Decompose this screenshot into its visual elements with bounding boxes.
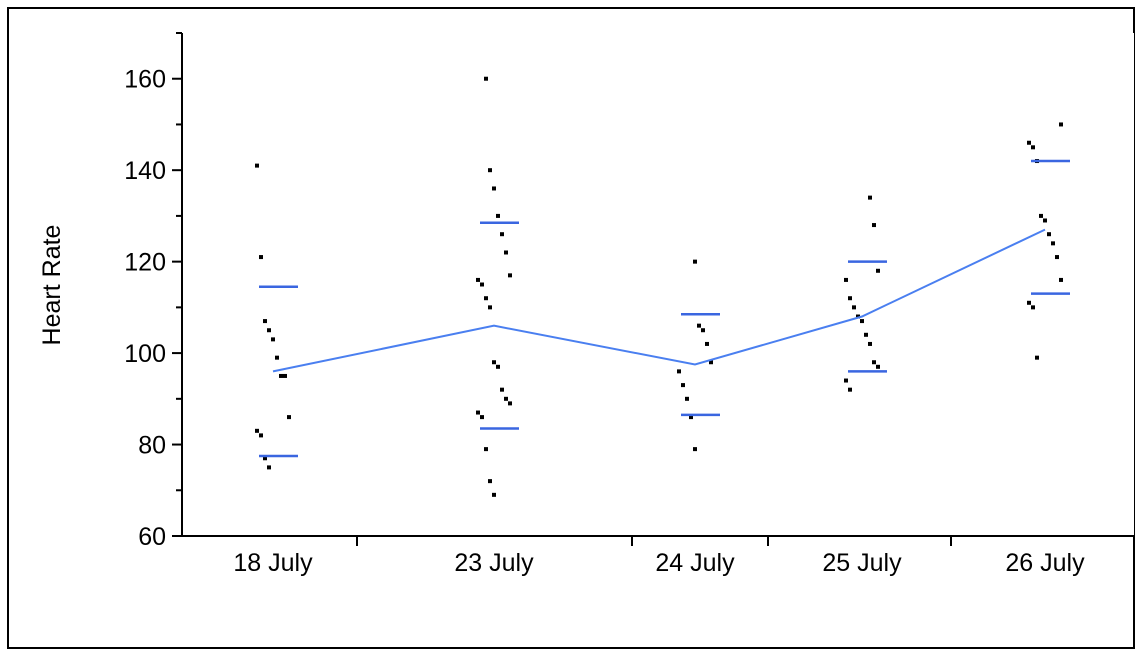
data-point [1043,218,1047,223]
y-tick-label: 140 [124,157,166,185]
data-point [677,369,681,374]
data-point [267,465,271,470]
data-point [1051,241,1055,246]
data-point [287,415,291,420]
x-tick-label: 25 July [822,549,902,577]
data-point [697,323,701,328]
data-point [496,213,500,218]
data-point [848,387,852,392]
data-point [872,223,876,228]
data-point [852,305,856,310]
data-point [508,401,512,406]
x-tick-label: 26 July [1005,549,1085,577]
data-point [275,355,279,360]
data-point [504,250,508,255]
y-tick-label: 120 [124,249,166,277]
data-point [685,396,689,401]
data-point [1059,122,1063,127]
data-point [480,282,484,287]
data-point [488,305,492,310]
data-point [259,433,263,438]
data-point [844,378,848,383]
data-point [705,341,709,346]
data-point [476,410,480,415]
mean-line [272,228,1046,373]
data-point [681,383,685,388]
plot-area: 60 80 100 120 140 160 18 July 23 July 24 July 25 … [124,32,1134,577]
data-point [1039,213,1043,218]
data-point [693,447,697,452]
data-point [872,360,876,365]
data-point [1027,300,1031,305]
data-point [1027,140,1031,145]
data-point [848,296,852,301]
data-point [701,328,705,333]
data-point [279,373,283,378]
data-point [1031,305,1035,310]
data-point [492,360,496,365]
data-point [1059,277,1063,282]
data-point [271,337,275,342]
y-tick-label: 100 [124,340,166,368]
data-point [876,268,880,273]
x-tick-label: 23 July [454,549,534,577]
data-point [1035,355,1039,360]
x-tick-label: 18 July [233,549,313,577]
data-point [693,259,697,264]
data-point [267,328,271,333]
data-point [484,296,488,301]
data-point [476,277,480,282]
data-point [689,415,693,420]
data-point [484,76,488,81]
y-tick-label: 60 [138,523,166,551]
data-point [492,492,496,497]
data-point [876,364,880,369]
data-point [1047,232,1051,237]
data-point [496,364,500,369]
y-axis-label: Heart Rate [38,225,66,346]
data-point [484,447,488,452]
data-point [504,396,508,401]
data-point [868,341,872,346]
data-point [860,319,864,324]
plot-background [182,33,1134,536]
data-point [868,195,872,200]
data-point [255,428,259,433]
data-point [488,168,492,173]
data-point [259,255,263,260]
data-point [500,387,504,392]
data-point [263,456,267,461]
data-point [263,319,267,324]
y-tick-label: 80 [138,432,166,460]
data-point [480,415,484,420]
data-point [255,163,259,168]
y-tick-label: 160 [124,66,166,94]
data-point [500,232,504,237]
data-point [856,314,860,319]
data-point [508,273,512,278]
x-tick-label: 24 July [655,549,735,577]
data-point [488,479,492,484]
data-point [709,360,713,365]
data-point [1055,255,1059,260]
data-point [864,332,868,337]
data-point [844,277,848,282]
data-point [492,186,496,191]
data-point [283,373,287,378]
data-point [1031,145,1035,150]
